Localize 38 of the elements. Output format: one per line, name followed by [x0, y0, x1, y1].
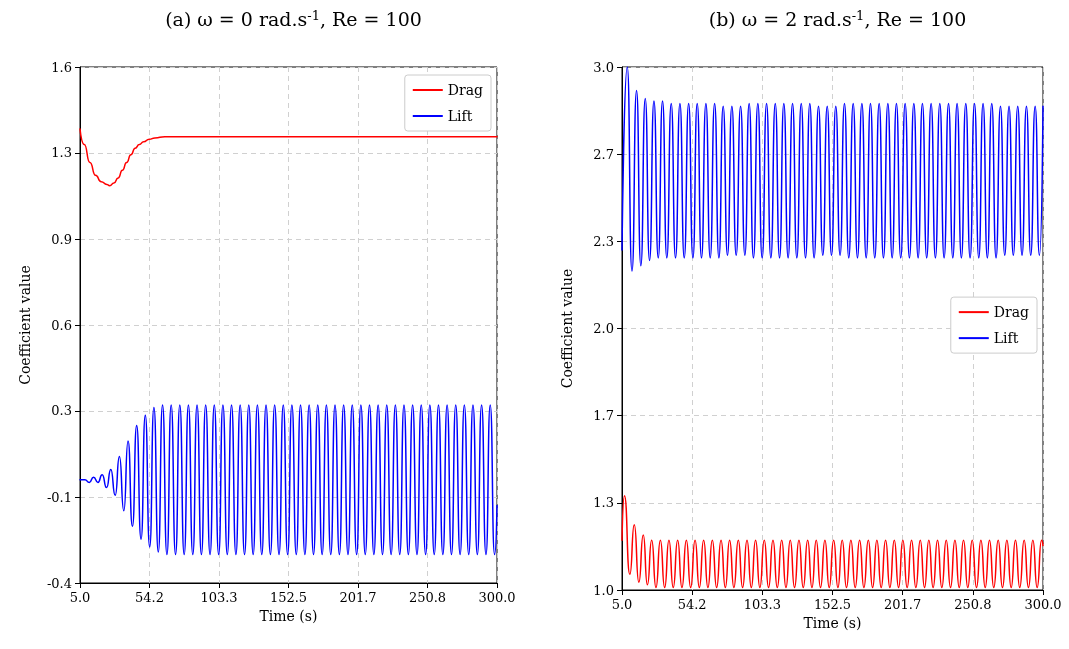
- line-series: [79, 404, 498, 556]
- legend-label: Lift: [447, 108, 473, 124]
- y-tick-label: 1.3: [593, 495, 614, 511]
- y-tick-label: 1.7: [593, 408, 614, 424]
- x-tick-label: 201.7: [884, 597, 922, 612]
- y-tick-label: 1.3: [51, 145, 72, 161]
- x-tick-label: 5.0: [69, 590, 91, 605]
- x-tick-label: 201.7: [339, 590, 377, 605]
- y-tick-label: 2.3: [593, 233, 614, 249]
- x-axis-title: Time (s): [259, 608, 318, 624]
- y-tick-label: -0.4: [46, 575, 72, 591]
- x-tick-label: 54.2: [135, 590, 164, 605]
- x-tick-label: 250.8: [408, 590, 447, 605]
- x-tick-label: 250.8: [954, 597, 992, 612]
- y-tick-label: 2.0: [593, 321, 614, 336]
- x-tick-label: 300.0: [478, 590, 516, 605]
- y-axis-title: Coefficient value: [559, 268, 575, 389]
- x-tick-label: 152.5: [813, 597, 852, 612]
- x-tick-label: 152.5: [269, 590, 308, 605]
- x-tick-label: 54.2: [677, 597, 707, 612]
- y-tick-label: 1.0: [593, 582, 614, 598]
- x-tick-label: 5.0: [611, 597, 633, 612]
- y-axis-title: Coefficient value: [17, 265, 33, 385]
- y-tick-label: 3.0: [593, 59, 614, 75]
- legend-label: Drag: [447, 82, 484, 98]
- x-tick-label: 103.3: [743, 597, 781, 612]
- legend-label: Lift: [993, 330, 1019, 347]
- y-tick-label: 0.3: [51, 403, 72, 419]
- y-tick-label: 1.6: [51, 59, 72, 75]
- y-tick-label: -0.1: [46, 489, 72, 505]
- x-axis-title: Time (s): [803, 615, 862, 631]
- line-series: [79, 128, 498, 187]
- x-tick-label: 300.0: [1024, 597, 1062, 612]
- y-tick-label: 2.7: [593, 146, 614, 162]
- legend-label: Drag: [993, 304, 1030, 321]
- x-tick-label: 103.3: [200, 590, 238, 605]
- y-tick-label: 0.6: [51, 317, 72, 333]
- y-tick-label: 0.9: [51, 231, 72, 247]
